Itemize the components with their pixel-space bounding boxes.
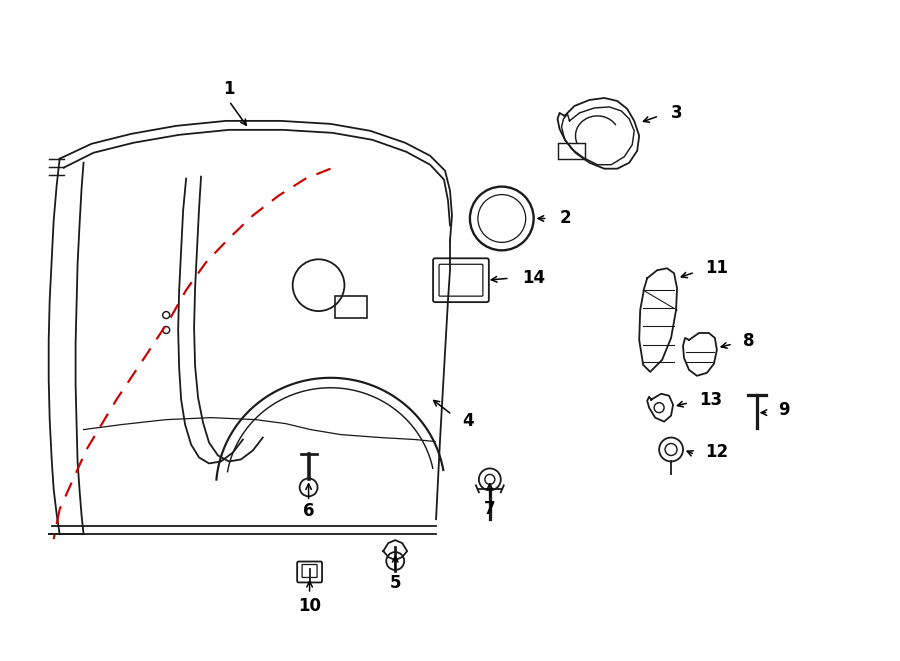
Text: 12: 12 [705,444,728,461]
Text: 6: 6 [302,502,314,520]
Text: 14: 14 [522,269,544,288]
Text: 5: 5 [390,574,401,592]
Text: 1: 1 [223,80,235,98]
Bar [557,143,585,159]
Text: 10: 10 [298,597,321,615]
Text: 13: 13 [699,391,722,408]
Text: 4: 4 [462,412,473,430]
Text: 8: 8 [742,332,754,350]
Text: 7: 7 [484,500,496,518]
Text: 3: 3 [671,104,683,122]
Text: 11: 11 [705,259,728,277]
Text: 9: 9 [778,401,790,418]
Text: 2: 2 [560,210,572,227]
